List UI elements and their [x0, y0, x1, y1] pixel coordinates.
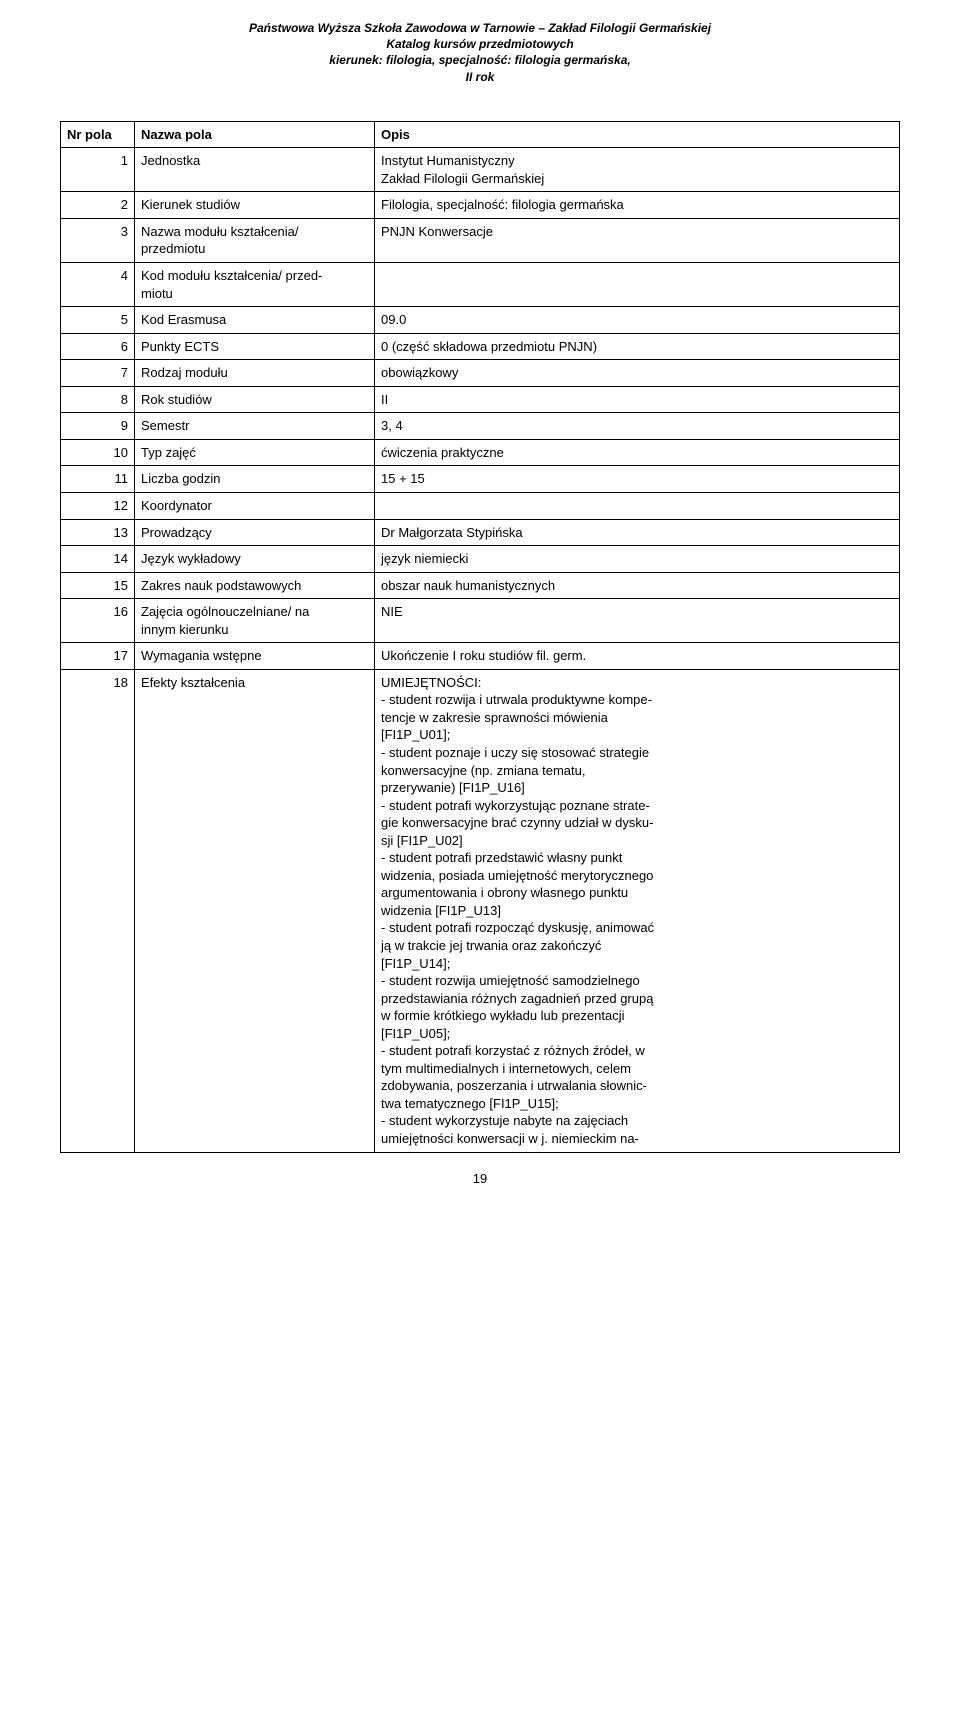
table-row: 1JednostkaInstytut Humanistyczny Zakład …: [61, 148, 900, 192]
row-description: Filologia, specjalność: filologia germań…: [375, 192, 900, 219]
header-line-2: Katalog kursów przedmiotowych: [60, 36, 900, 52]
row-number: 16: [61, 599, 135, 643]
document-header: Państwowa Wyższa Szkoła Zawodowa w Tarno…: [60, 20, 900, 85]
row-number: 5: [61, 307, 135, 334]
row-label: Nazwa modułu kształcenia/ przedmiotu: [135, 218, 375, 262]
row-number: 1: [61, 148, 135, 192]
row-number: 9: [61, 413, 135, 440]
row-number: 3: [61, 218, 135, 262]
table-row: 3Nazwa modułu kształcenia/ przedmiotuPNJ…: [61, 218, 900, 262]
row-label: Typ zajęć: [135, 439, 375, 466]
row-description: PNJN Konwersacje: [375, 218, 900, 262]
row-description: 0 (część składowa przedmiotu PNJN): [375, 333, 900, 360]
row-number: 2: [61, 192, 135, 219]
table-header-cell: Nr pola: [61, 121, 135, 148]
table-row: 2Kierunek studiówFilologia, specjalność:…: [61, 192, 900, 219]
row-label: Efekty kształcenia: [135, 669, 375, 1152]
row-label: Język wykładowy: [135, 546, 375, 573]
row-label: Rok studiów: [135, 386, 375, 413]
row-description: ćwiczenia praktyczne: [375, 439, 900, 466]
row-number: 15: [61, 572, 135, 599]
table-row: 7Rodzaj modułuobowiązkowy: [61, 360, 900, 387]
table-row: 13ProwadzącyDr Małgorzata Stypińska: [61, 519, 900, 546]
row-description: 3, 4: [375, 413, 900, 440]
row-number: 11: [61, 466, 135, 493]
row-label: Kierunek studiów: [135, 192, 375, 219]
table-header-cell: Nazwa pola: [135, 121, 375, 148]
table-row: 9Semestr3, 4: [61, 413, 900, 440]
row-description: 09.0: [375, 307, 900, 334]
row-description: [375, 263, 900, 307]
row-number: 8: [61, 386, 135, 413]
row-label: Kod Erasmusa: [135, 307, 375, 334]
row-label: Zajęcia ogólnouczelniane/ na innym kieru…: [135, 599, 375, 643]
table-row: 14Język wykładowyjęzyk niemiecki: [61, 546, 900, 573]
row-description: Dr Małgorzata Stypińska: [375, 519, 900, 546]
row-label: Kod modułu kształcenia/ przed- miotu: [135, 263, 375, 307]
course-table: Nr polaNazwa polaOpis1JednostkaInstytut …: [60, 121, 900, 1153]
row-description: obszar nauk humanistycznych: [375, 572, 900, 599]
row-label: Rodzaj modułu: [135, 360, 375, 387]
row-label: Zakres nauk podstawowych: [135, 572, 375, 599]
row-description: język niemiecki: [375, 546, 900, 573]
course-table-body: Nr polaNazwa polaOpis1JednostkaInstytut …: [61, 121, 900, 1152]
row-label: Wymagania wstępne: [135, 643, 375, 670]
table-row: 18Efekty kształceniaUMIEJĘTNOŚCI: - stud…: [61, 669, 900, 1152]
row-description: Ukończenie I roku studiów fil. germ.: [375, 643, 900, 670]
row-description: NIE: [375, 599, 900, 643]
row-description: [375, 492, 900, 519]
row-label: Prowadzący: [135, 519, 375, 546]
row-description: Instytut Humanistyczny Zakład Filologii …: [375, 148, 900, 192]
row-label: Koordynator: [135, 492, 375, 519]
table-header-cell: Opis: [375, 121, 900, 148]
table-row: 17Wymagania wstępneUkończenie I roku stu…: [61, 643, 900, 670]
row-label: Liczba godzin: [135, 466, 375, 493]
table-row: 6Punkty ECTS0 (część składowa przedmiotu…: [61, 333, 900, 360]
row-number: 4: [61, 263, 135, 307]
row-description: 15 + 15: [375, 466, 900, 493]
header-line-4: II rok: [60, 69, 900, 85]
row-number: 13: [61, 519, 135, 546]
table-row: 12Koordynator: [61, 492, 900, 519]
row-label: Punkty ECTS: [135, 333, 375, 360]
row-number: 6: [61, 333, 135, 360]
header-line-1: Państwowa Wyższa Szkoła Zawodowa w Tarno…: [60, 20, 900, 36]
row-label: Semestr: [135, 413, 375, 440]
table-row: 8Rok studiówII: [61, 386, 900, 413]
table-row: 5Kod Erasmusa09.0: [61, 307, 900, 334]
table-row: 11Liczba godzin15 + 15: [61, 466, 900, 493]
table-row: 4Kod modułu kształcenia/ przed- miotu: [61, 263, 900, 307]
row-number: 17: [61, 643, 135, 670]
row-number: 12: [61, 492, 135, 519]
row-number: 7: [61, 360, 135, 387]
row-description: UMIEJĘTNOŚCI: - student rozwija i utrwal…: [375, 669, 900, 1152]
table-row: 15Zakres nauk podstawowychobszar nauk hu…: [61, 572, 900, 599]
table-header-row: Nr polaNazwa polaOpis: [61, 121, 900, 148]
row-number: 14: [61, 546, 135, 573]
row-number: 18: [61, 669, 135, 1152]
table-row: 10Typ zajęććwiczenia praktyczne: [61, 439, 900, 466]
header-line-3: kierunek: filologia, specjalność: filolo…: [60, 52, 900, 68]
row-number: 10: [61, 439, 135, 466]
page-number: 19: [60, 1171, 900, 1186]
row-label: Jednostka: [135, 148, 375, 192]
row-description: obowiązkowy: [375, 360, 900, 387]
table-row: 16Zajęcia ogólnouczelniane/ na innym kie…: [61, 599, 900, 643]
row-description: II: [375, 386, 900, 413]
